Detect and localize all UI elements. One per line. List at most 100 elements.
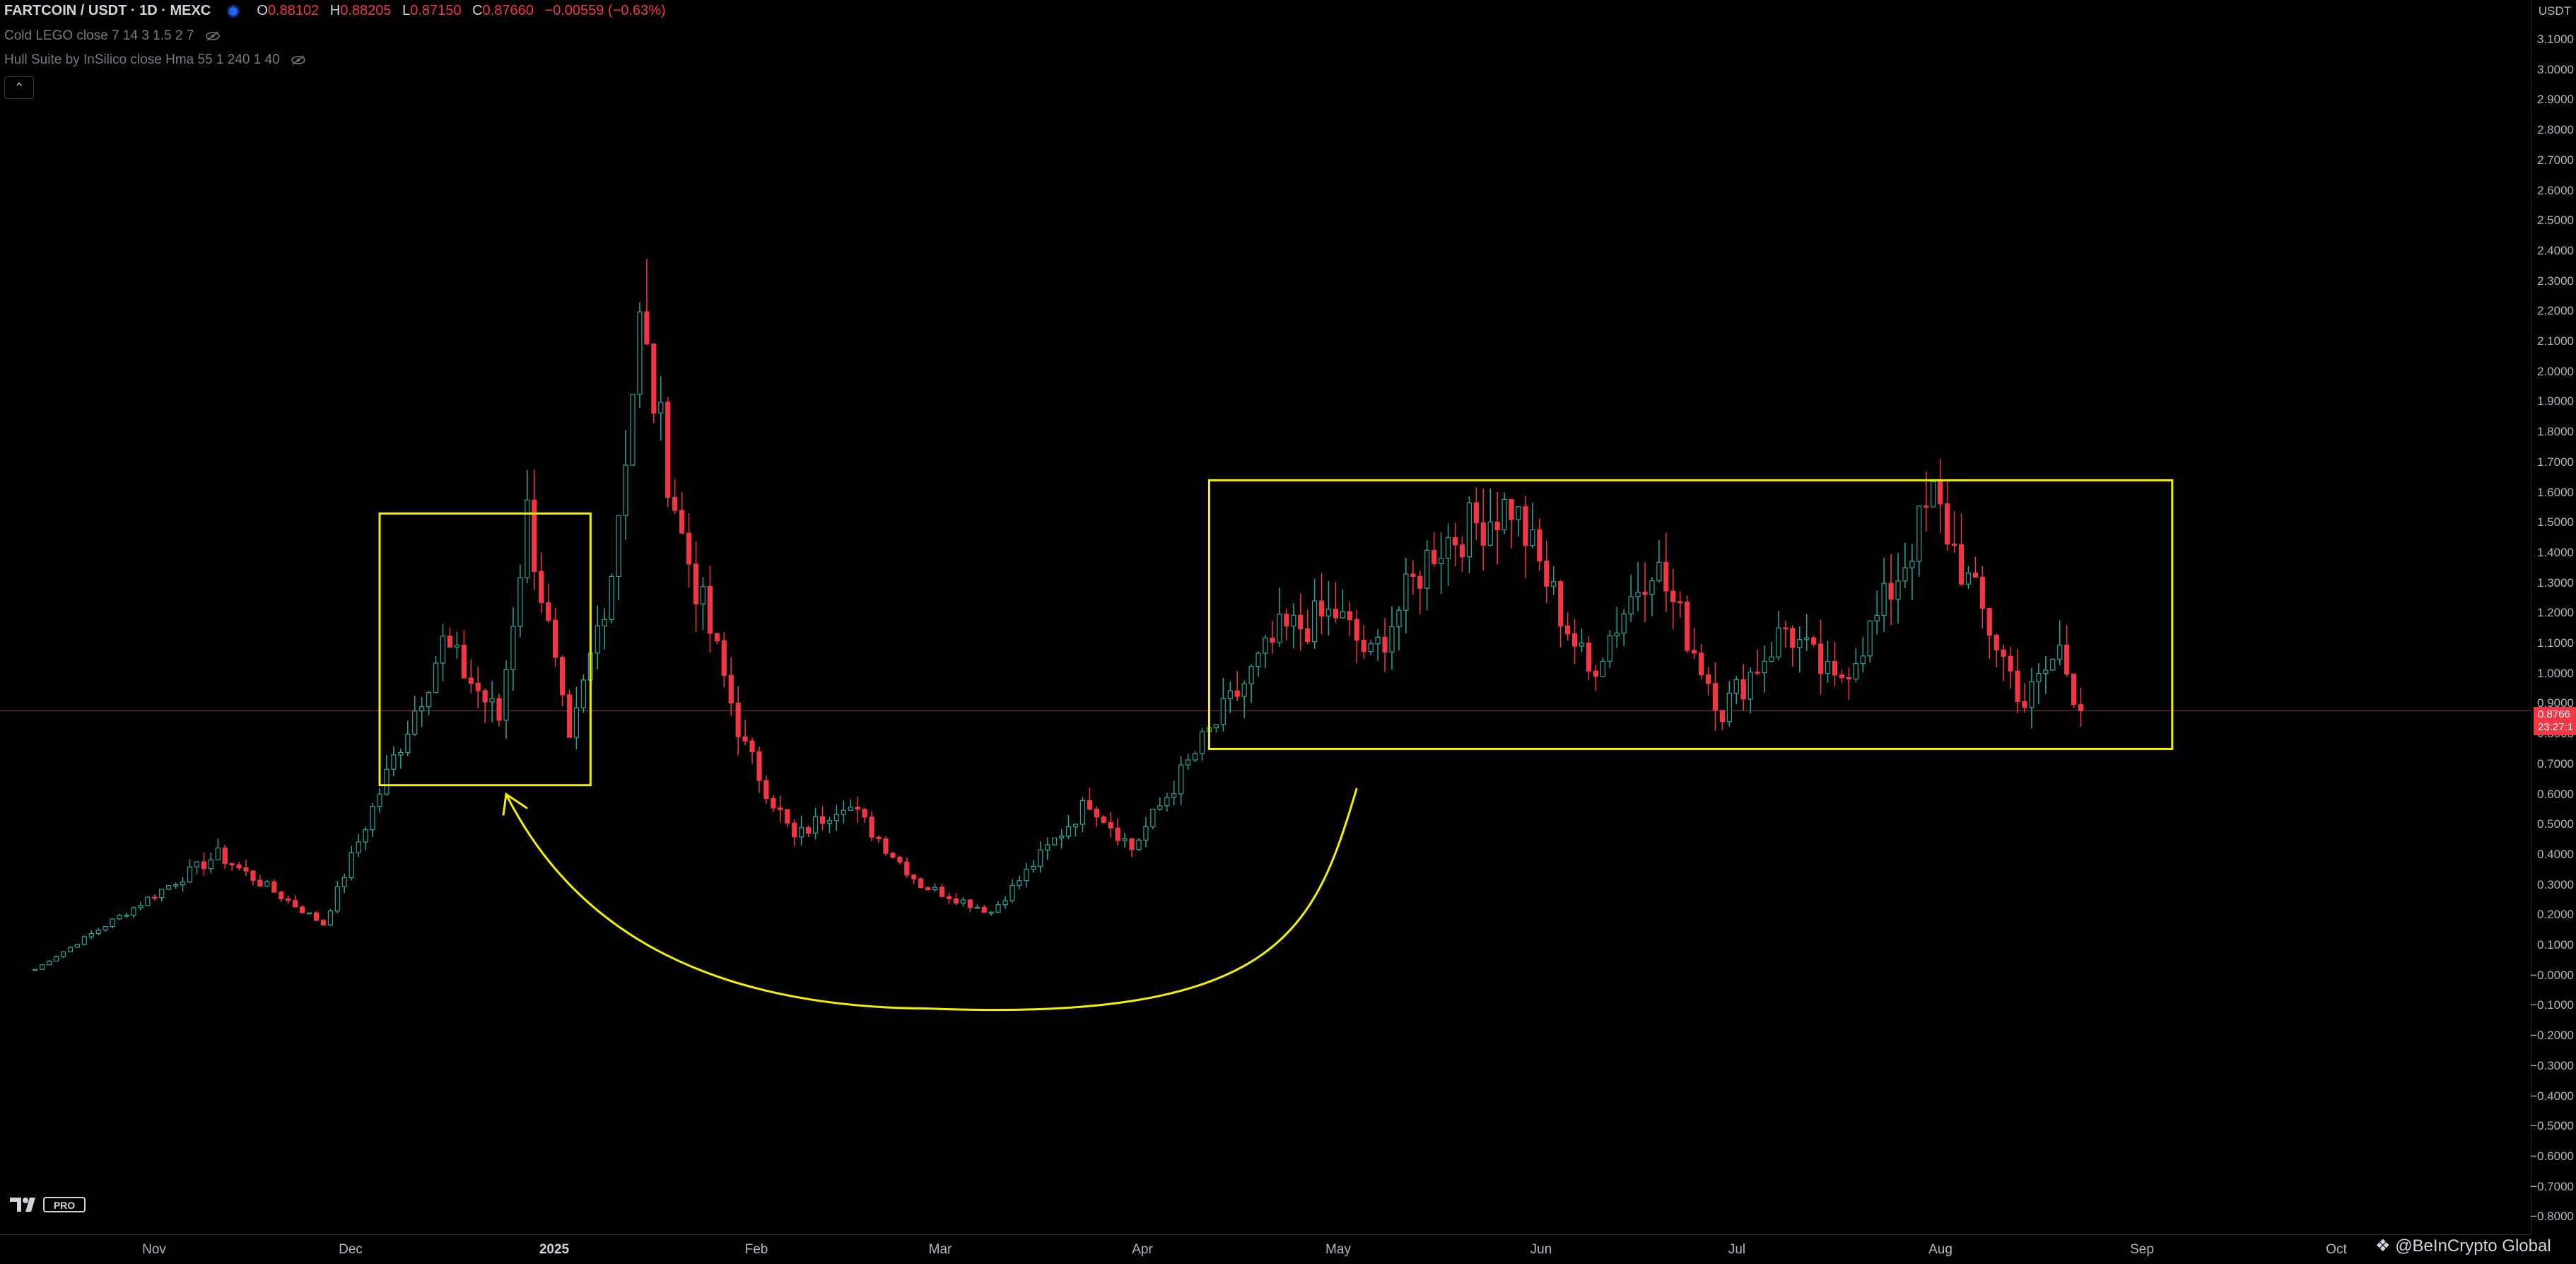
close-label: C <box>472 3 483 18</box>
candle-body <box>2064 644 2070 675</box>
symbol-title[interactable]: FARTCOIN / USDT · 1D · MEXC <box>4 3 211 18</box>
candle-up <box>1804 614 1810 651</box>
candle-body <box>510 626 516 670</box>
candle-up <box>1902 542 1908 589</box>
price-tick-label: 3.0000 <box>2537 62 2574 76</box>
candle-body <box>1656 561 1662 582</box>
candle-body <box>2050 658 2056 671</box>
candle-up <box>363 826 368 850</box>
indicator-legend-2[interactable]: Hull Suite by InSilico close Hma 55 1 24… <box>4 52 306 68</box>
price-tick-label: 0.6000 <box>2537 787 2574 801</box>
candle-down <box>313 911 320 921</box>
candle-body <box>377 793 382 807</box>
annotation-rectangle-2[interactable] <box>1207 479 2174 750</box>
candle-up <box>1072 824 1079 836</box>
price-tick-label: 1.7000 <box>2537 455 2574 469</box>
candle-down <box>883 836 889 856</box>
open-value: 0.88102 <box>267 3 320 18</box>
candle-body <box>960 899 966 903</box>
candle-body <box>180 882 186 886</box>
candle-up <box>405 720 411 756</box>
candle-body <box>1762 660 1767 674</box>
candle-body <box>1045 844 1050 850</box>
candle-down <box>1958 513 1965 587</box>
candle-up <box>1150 809 1156 829</box>
candle-down <box>2008 647 2013 689</box>
price-chart[interactable] <box>0 0 2531 1234</box>
annotation-rectangle-1[interactable] <box>378 512 592 787</box>
candle-body <box>1678 601 1683 604</box>
candle-body <box>1986 607 1992 636</box>
candle-body <box>124 914 129 917</box>
candle-up <box>53 955 59 962</box>
open-label: O <box>257 3 268 18</box>
candle-up <box>1325 580 1332 636</box>
chart-pane[interactable]: FARTCOIN / USDT · 1D · MEXC O0.88102 H0.… <box>0 0 2531 1234</box>
annotation-curved-arrow[interactable] <box>505 788 1358 1012</box>
collapse-legend-button[interactable]: ⌃ <box>4 76 34 99</box>
candle-body <box>1902 567 1908 582</box>
last-price-value: 0.8766 <box>2538 708 2570 720</box>
candle-down <box>904 857 910 878</box>
candle-up <box>700 577 706 631</box>
candle-body <box>1171 793 1177 798</box>
candle-down <box>1979 566 1985 629</box>
candle-body <box>735 702 741 737</box>
price-tick-label: 2.7000 <box>2537 153 2574 167</box>
candle-up <box>1065 814 1072 839</box>
candle-body <box>1452 537 1458 546</box>
candle-down <box>1473 487 1479 540</box>
candle-body <box>1002 900 1008 906</box>
candle-body <box>1396 609 1402 628</box>
candle-body <box>819 816 826 824</box>
candle-down <box>1938 459 1943 533</box>
candle-down <box>806 825 812 837</box>
candle-body <box>1544 561 1550 587</box>
tradingview-logo[interactable]: PRO <box>10 1195 88 1218</box>
candle-down <box>1432 532 1437 568</box>
candle-body <box>208 859 213 870</box>
candle-body <box>1417 575 1423 589</box>
candle-body <box>1270 637 1275 643</box>
candle-up <box>1635 561 1641 611</box>
candle-up <box>1227 681 1233 713</box>
candle-body <box>1009 884 1015 901</box>
candle-body <box>145 896 151 906</box>
candle-up <box>1171 780 1177 806</box>
candle-body <box>1403 573 1409 611</box>
candle-down <box>1101 815 1106 824</box>
candle-down <box>918 877 924 889</box>
candle-body <box>1284 614 1289 627</box>
candle-up <box>1649 577 1655 616</box>
candle-down <box>1712 662 1719 731</box>
candle-body <box>95 930 101 935</box>
eye-crossed-icon[interactable] <box>291 55 306 65</box>
eye-crossed-icon[interactable] <box>205 31 221 41</box>
candle-up <box>95 927 101 936</box>
candle-body <box>1263 637 1268 654</box>
candle-down <box>222 845 228 870</box>
candle-up <box>932 883 938 892</box>
candle-body <box>1199 731 1205 754</box>
candle-body <box>461 644 467 679</box>
indicator-legend-1[interactable]: Cold LEGO close 7 14 3 1.5 2 7 <box>4 28 221 44</box>
low-label: L <box>402 3 411 18</box>
candle-down <box>1459 536 1465 572</box>
price-axis[interactable]: USDT 3.1000 3.0000 2.9000 2.8000 2.7000 2.600… <box>2530 0 2576 1234</box>
candle-body <box>911 874 917 879</box>
price-tick-label: 3.1000 <box>2537 33 2574 46</box>
candle-body <box>2008 655 2013 672</box>
candle-down <box>1318 573 1325 635</box>
candle-body <box>53 956 59 962</box>
candle-down <box>665 397 671 508</box>
candle-body <box>1094 808 1099 818</box>
candle-body <box>1558 581 1564 627</box>
candle-down <box>862 807 867 824</box>
candle-body <box>1466 502 1472 558</box>
candle-body <box>812 816 819 834</box>
candle-body <box>566 694 573 738</box>
candle-up <box>194 861 200 874</box>
candle-up <box>384 754 390 796</box>
candle-down <box>566 689 573 738</box>
time-axis[interactable]: Nov Dec 2025 Feb Mar Apr May Jun Jul Aug Sep Oct <box>0 1234 2531 1264</box>
